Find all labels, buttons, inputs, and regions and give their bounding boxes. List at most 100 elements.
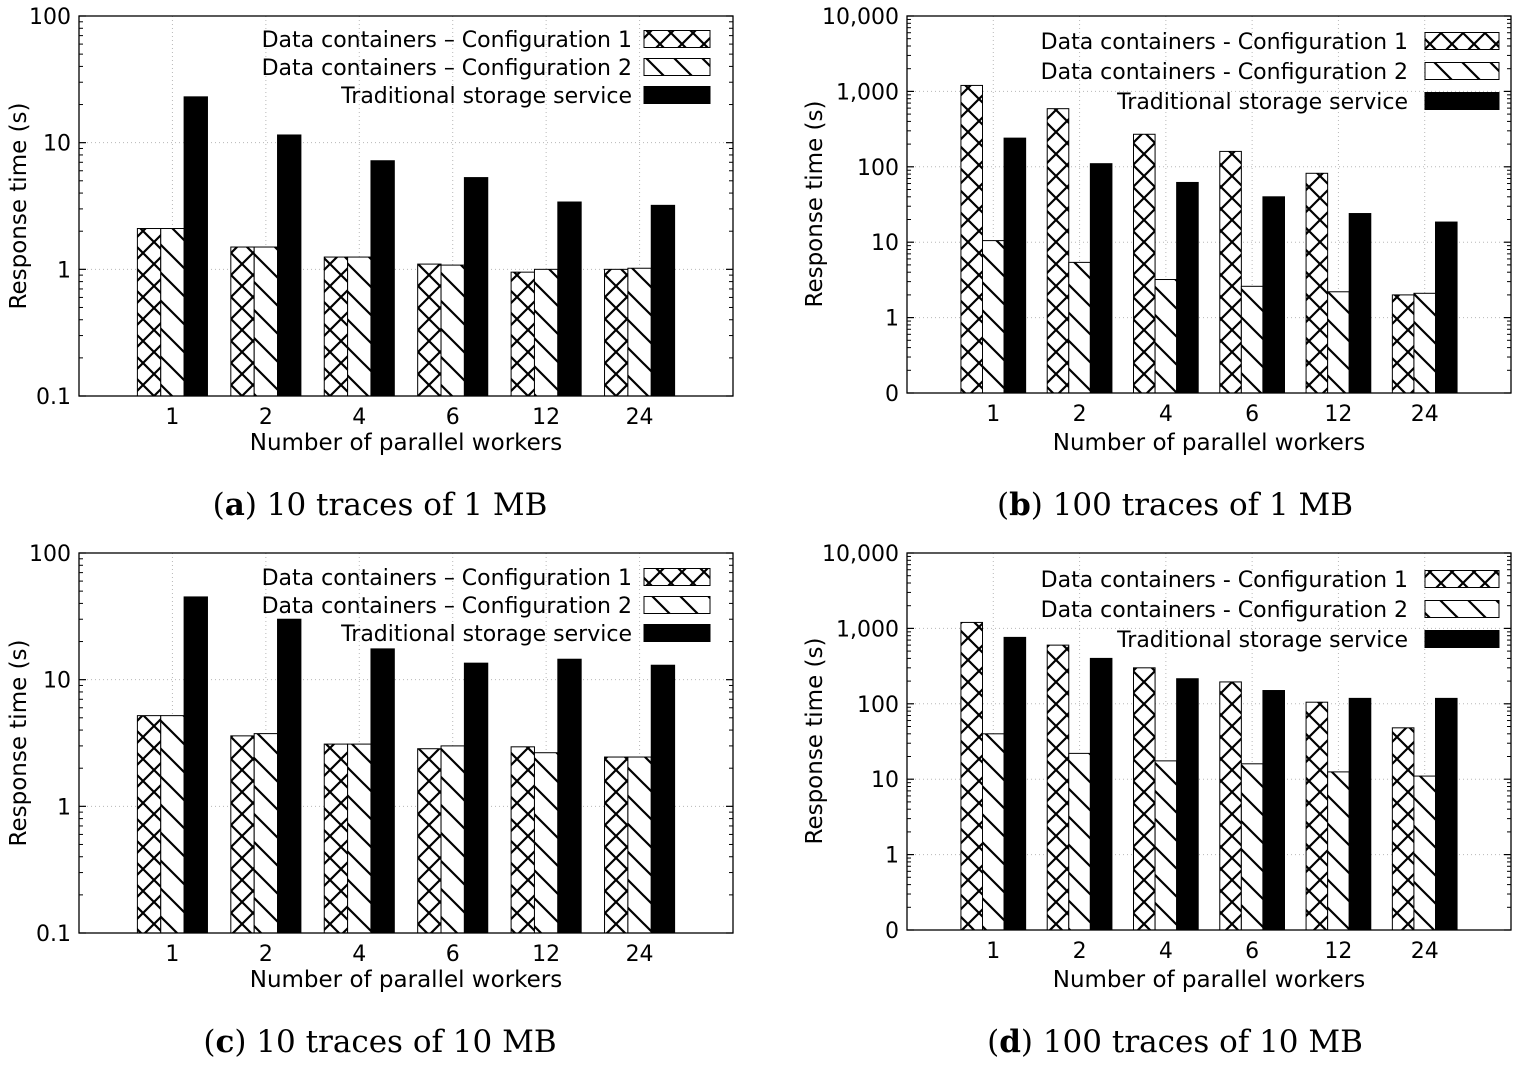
x-axis-title: Number of parallel workers	[1053, 430, 1366, 456]
bar-traditional-workers-24	[650, 204, 676, 397]
bar-config1-workers-1	[136, 228, 162, 397]
plot-frame	[906, 552, 1512, 931]
y-axis-title: Response time (s)	[6, 103, 32, 310]
bar-config1-workers-2	[1046, 644, 1070, 931]
bar-traditional-workers-1	[1003, 636, 1027, 931]
legend-swatch-config1	[643, 568, 711, 586]
bar-traditional-workers-12	[1348, 697, 1372, 931]
plot-frame	[906, 15, 1512, 394]
bar-config1-workers-2	[230, 735, 255, 934]
legend-swatch-config2	[643, 596, 711, 614]
bar-traditional-workers-4	[1176, 678, 1199, 931]
bar-config1-workers-2	[1046, 108, 1070, 394]
bar-traditional-workers-1	[1003, 137, 1027, 394]
x-tick-label: 6	[446, 405, 460, 430]
bar-traditional-workers-2	[1089, 657, 1113, 931]
x-tick-label: 6	[446, 942, 460, 967]
bar-traditional-workers-12	[557, 658, 582, 934]
bar-traditional-workers-6	[463, 662, 489, 934]
panel-caption: (b) 100 traces of 1 MB	[997, 487, 1353, 523]
bar-config2-workers-12	[533, 268, 559, 397]
bar-traditional-workers-6	[463, 177, 489, 397]
bar-config2-workers-4	[347, 256, 372, 397]
y-tick-label: 100	[29, 5, 71, 30]
x-axis-title: Number of parallel workers	[250, 430, 563, 456]
y-tick-label: 10	[871, 231, 899, 256]
panel-caption: (c) 10 traces of 10 MB	[203, 1024, 556, 1060]
bar-config2-workers-4	[1154, 760, 1178, 931]
y-tick-label: 1,000	[836, 80, 899, 105]
legend-label-traditional: Traditional storage service	[340, 622, 632, 647]
bar-traditional-workers-12	[557, 201, 582, 397]
legend-swatch-config2	[1424, 62, 1500, 80]
bar-config2-workers-1	[160, 228, 185, 397]
bar-traditional-workers-24	[650, 664, 676, 934]
bar-config1-workers-24	[604, 756, 629, 934]
bar-config1-workers-12	[510, 746, 535, 934]
bar-config2-workers-4	[347, 743, 372, 934]
bar-traditional-workers-4	[370, 648, 395, 934]
bar-traditional-workers-2	[1089, 163, 1113, 394]
bar-config1-workers-1	[960, 621, 984, 931]
y-tick-label: 1	[885, 307, 899, 332]
legend-swatch-config2	[1424, 600, 1500, 618]
y-tick-label: 1	[885, 844, 899, 869]
y-tick-label: 100	[857, 156, 899, 181]
bar-config1-workers-4	[1133, 133, 1156, 394]
bar-traditional-workers-4	[1176, 181, 1199, 394]
y-tick-label: 10	[871, 768, 899, 793]
legend-swatch-traditional	[643, 86, 711, 104]
y-tick-label: 10,000	[822, 542, 899, 567]
x-tick-label: 4	[352, 942, 366, 967]
bar-config2-workers-12	[1327, 771, 1350, 931]
y-tick-label: 1,000	[836, 617, 899, 642]
legend-swatch-traditional	[1424, 92, 1500, 110]
legend-label-config1: Data containers – Configuration 1	[262, 28, 632, 53]
bar-config1-workers-6	[1219, 150, 1242, 394]
bar-config2-workers-1	[982, 240, 1005, 394]
y-tick-label: 100	[29, 542, 71, 567]
x-axis-title: Number of parallel workers	[1053, 967, 1366, 993]
bar-config1-workers-24	[604, 268, 629, 397]
y-tick-label: 0	[885, 382, 899, 407]
x-tick-label: 24	[626, 405, 654, 430]
bar-config2-workers-12	[533, 752, 559, 934]
legend-label-config2: Data containers – Configuration 2	[262, 594, 632, 619]
bar-traditional-workers-4	[370, 160, 395, 397]
x-tick-label: 1	[165, 405, 179, 430]
bar-config2-workers-24	[1413, 292, 1437, 394]
legend-swatch-config2	[643, 58, 711, 76]
bar-config2-workers-2	[253, 246, 279, 397]
bar-config2-workers-6	[440, 745, 465, 934]
y-tick-label: 10,000	[822, 5, 899, 30]
bar-config2-workers-4	[1154, 279, 1178, 394]
x-tick-label: 24	[1411, 402, 1439, 427]
bar-traditional-workers-1	[183, 96, 208, 397]
bar-traditional-workers-24	[1435, 697, 1458, 931]
panel-caption: (d) 100 traces of 10 MB	[987, 1024, 1363, 1060]
bar-config2-workers-2	[1068, 752, 1091, 931]
legend-label-config1: Data containers - Configuration 1	[1041, 30, 1408, 55]
x-tick-label: 6	[1245, 939, 1259, 964]
panel-letter: a	[225, 487, 245, 523]
x-tick-label: 4	[352, 405, 366, 430]
bar-config1-workers-12	[1305, 701, 1329, 931]
legend-swatch-config1	[643, 30, 711, 48]
bar-config1-workers-24	[1391, 727, 1415, 931]
legend-swatch-traditional	[1424, 630, 1500, 648]
bar-config2-workers-6	[440, 264, 465, 397]
legend-label-config1: Data containers – Configuration 1	[262, 566, 632, 591]
bar-config2-workers-6	[1240, 763, 1264, 931]
bar-config1-workers-4	[1133, 667, 1156, 931]
bar-config2-workers-24	[1413, 775, 1437, 931]
legend-swatch-config1	[1424, 570, 1500, 588]
bar-config1-workers-12	[1305, 172, 1329, 394]
x-tick-label: 2	[1073, 402, 1087, 427]
legend-swatch-traditional	[643, 624, 711, 642]
panel-caption: (a) 10 traces of 1 MB	[213, 487, 548, 523]
x-tick-label: 2	[1073, 939, 1087, 964]
